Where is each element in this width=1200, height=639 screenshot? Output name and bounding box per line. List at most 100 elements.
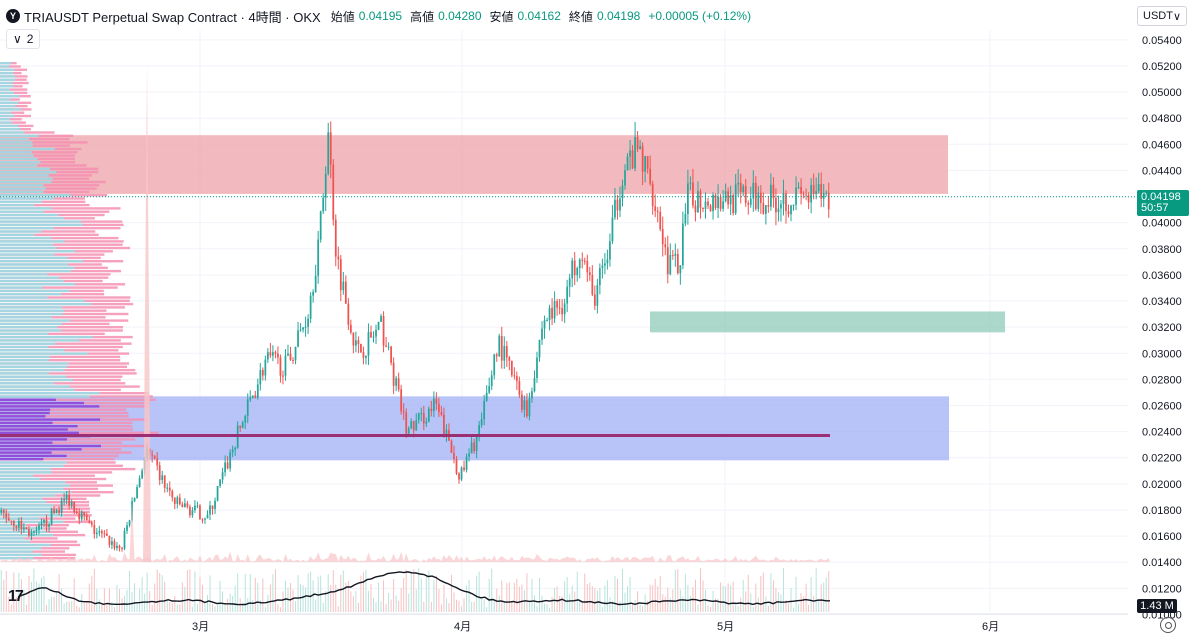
candle-body	[10, 520, 13, 522]
candle-body	[53, 509, 55, 514]
candle-body	[744, 186, 747, 203]
volume-profile-bar	[0, 98, 11, 101]
volume-profile-bar	[0, 335, 93, 339]
bar-countdown: 50:57	[1141, 201, 1169, 214]
candle-body	[166, 487, 169, 489]
candle-body	[737, 182, 740, 185]
candle-body	[372, 336, 375, 338]
volume-profile-bar	[0, 131, 25, 134]
volume-profile-bar	[0, 91, 15, 95]
candle-body	[631, 150, 634, 169]
y-tick-label: 0.03800	[1142, 244, 1182, 256]
volume-profile-bar	[0, 220, 81, 223]
symbol-title[interactable]: TRIAUSDT Perpetual Swap Contract · 4時間 ·…	[24, 9, 321, 25]
candle-body	[277, 353, 279, 358]
candle-body	[327, 132, 330, 174]
candle-body	[209, 505, 211, 515]
candle-body	[619, 198, 621, 211]
currency-label: USDT	[1143, 10, 1173, 22]
volume-profile-bar	[0, 157, 75, 161]
volume-profile-bar	[0, 458, 115, 461]
candle-body	[430, 408, 433, 411]
volume-profile-bar	[0, 319, 71, 322]
y-tick-label: 0.04600	[1142, 139, 1182, 151]
volume-profile-bar	[0, 352, 88, 355]
candle-body	[558, 307, 561, 309]
volume-profile-bar	[0, 144, 33, 147]
candle-body	[201, 519, 204, 521]
candle-body	[2, 509, 5, 514]
candle-body	[158, 465, 161, 481]
candle-body	[402, 411, 405, 413]
candle-body	[802, 193, 805, 195]
candle-body	[719, 196, 722, 209]
volume-profile-bar	[0, 504, 54, 507]
candle-body	[654, 206, 657, 212]
candle-body	[598, 268, 601, 286]
gear-icon[interactable]	[1160, 617, 1176, 633]
volume-profile-bar	[0, 296, 48, 299]
candle-body	[614, 199, 616, 218]
candle-body	[259, 370, 262, 385]
volume-profile-bar	[0, 293, 62, 296]
volume-profile-bar	[0, 477, 41, 481]
candle-body	[563, 303, 566, 315]
volume-profile-bar	[0, 395, 90, 398]
volume-profile-bar	[0, 243, 54, 246]
candle-body	[20, 520, 23, 530]
close-label: 終値	[568, 9, 593, 24]
candle-body	[395, 378, 398, 386]
candle-body	[538, 339, 541, 358]
candle-body	[651, 183, 654, 207]
candle-body	[30, 532, 33, 536]
volume-profile-bar	[0, 553, 42, 557]
volume-profile-bar	[0, 497, 87, 500]
y-tick-label: 0.01800	[1142, 505, 1182, 517]
currency-select[interactable]: USDT ∨	[1137, 6, 1187, 26]
volume-profile-bar	[0, 471, 113, 474]
candle-body	[151, 454, 154, 456]
volume-profile-bar	[0, 372, 50, 375]
candle-body	[817, 183, 820, 192]
candle-body	[684, 213, 687, 224]
candle-body	[196, 505, 199, 507]
candle-body	[176, 497, 179, 504]
candle-body	[229, 452, 232, 469]
candle-body	[712, 194, 714, 212]
candle-body	[757, 192, 760, 209]
candle-body	[417, 413, 420, 420]
indicator-toggle-button[interactable]: ∨ 2	[6, 29, 41, 49]
candle-body	[241, 422, 244, 428]
candle-body	[747, 202, 750, 205]
candle-body	[12, 521, 15, 526]
candle-body	[186, 503, 189, 507]
volume-profile-bar	[0, 286, 118, 289]
volume-profile-bar	[0, 194, 71, 197]
volume-profile-bar	[0, 316, 52, 319]
volume-profile-bar	[0, 236, 52, 240]
candle-body	[314, 275, 317, 292]
volume-profile-bar	[0, 345, 49, 349]
candle-body	[432, 398, 435, 411]
candle-body	[787, 211, 790, 215]
candle-body	[775, 197, 777, 213]
candle-body	[95, 532, 98, 535]
candle-body	[500, 335, 503, 361]
candle-body	[100, 531, 103, 534]
candle-body	[699, 191, 702, 208]
volume-profile-bar	[0, 332, 49, 335]
candle-body	[329, 132, 332, 165]
x-tick-label: 5月	[717, 621, 734, 633]
volume-profile-bar	[0, 329, 123, 332]
candle-body	[339, 259, 342, 291]
volume-profile-bar	[0, 332, 105, 335]
candle-body	[644, 156, 647, 172]
candle-body	[727, 191, 730, 205]
candle-body	[221, 472, 224, 480]
volume-profile-bar	[0, 375, 67, 378]
candle-body	[568, 278, 571, 287]
candle-body	[163, 475, 166, 488]
volume-profile-bar	[0, 203, 34, 207]
volume-profile-bar	[0, 461, 67, 464]
